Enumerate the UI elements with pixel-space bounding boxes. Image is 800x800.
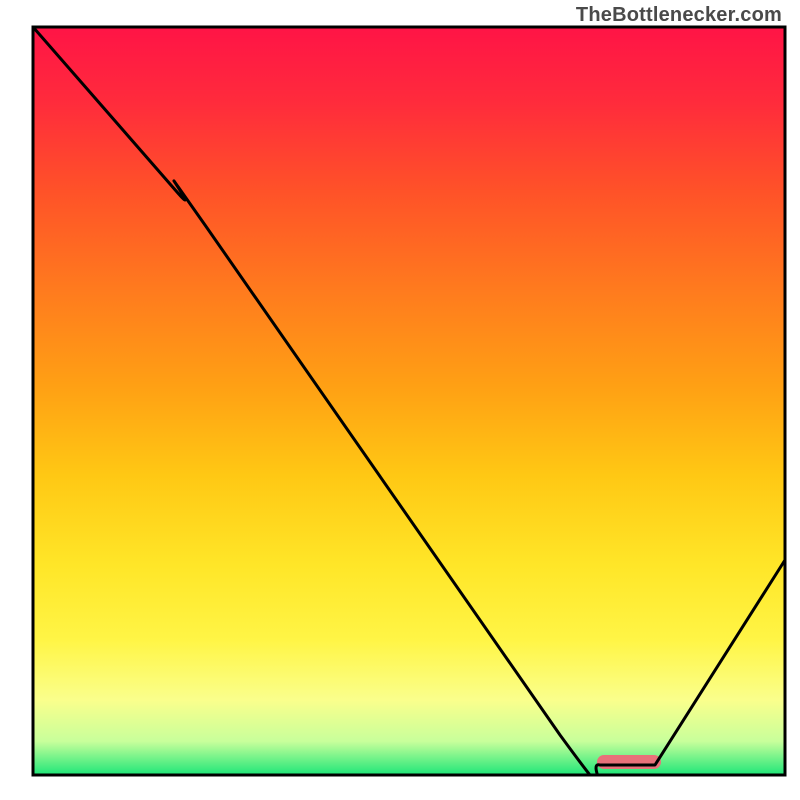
chart-container: { "watermark": { "text": "TheBottlenecke…	[0, 0, 800, 800]
gradient-background	[33, 27, 785, 775]
watermark-text: TheBottlenecker.com	[576, 4, 782, 27]
bottleneck-chart	[0, 0, 800, 800]
optimal-marker	[597, 755, 661, 769]
